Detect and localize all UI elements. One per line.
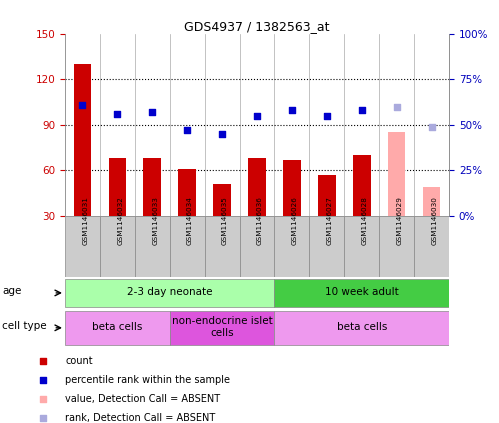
Bar bbox=[274, 216, 309, 277]
Text: GSM1146026: GSM1146026 bbox=[292, 196, 298, 245]
Text: value, Detection Call = ABSENT: value, Detection Call = ABSENT bbox=[65, 394, 221, 404]
Bar bbox=[214, 184, 231, 216]
Bar bbox=[65, 216, 100, 277]
Text: count: count bbox=[65, 356, 93, 365]
Bar bbox=[108, 158, 126, 216]
Point bbox=[148, 109, 156, 115]
Bar bbox=[318, 175, 335, 216]
Point bbox=[358, 107, 366, 114]
Text: GSM1146031: GSM1146031 bbox=[82, 196, 88, 245]
Bar bbox=[283, 159, 300, 216]
Text: age: age bbox=[2, 286, 22, 297]
Bar bbox=[344, 216, 379, 277]
Bar bbox=[170, 216, 205, 277]
Text: non-endocrine islet
cells: non-endocrine islet cells bbox=[172, 316, 272, 338]
Bar bbox=[65, 310, 170, 345]
Bar bbox=[274, 279, 449, 307]
Text: GSM1146028: GSM1146028 bbox=[362, 196, 368, 245]
Text: cell type: cell type bbox=[2, 321, 47, 331]
Text: GSM1146029: GSM1146029 bbox=[397, 196, 403, 245]
Point bbox=[323, 112, 331, 119]
Bar bbox=[170, 310, 274, 345]
Text: GSM1146030: GSM1146030 bbox=[432, 196, 438, 245]
Text: percentile rank within the sample: percentile rank within the sample bbox=[65, 375, 231, 385]
Text: GSM1146033: GSM1146033 bbox=[152, 196, 158, 245]
Point bbox=[78, 102, 86, 108]
Bar bbox=[100, 216, 135, 277]
Text: GSM1146036: GSM1146036 bbox=[257, 196, 263, 245]
Bar bbox=[423, 187, 440, 216]
Text: GSM1146027: GSM1146027 bbox=[327, 196, 333, 245]
Bar bbox=[274, 310, 449, 345]
Title: GDS4937 / 1382563_at: GDS4937 / 1382563_at bbox=[184, 20, 330, 33]
Point bbox=[113, 110, 121, 117]
Bar bbox=[179, 169, 196, 216]
Bar bbox=[248, 158, 265, 216]
Bar bbox=[240, 216, 274, 277]
Text: GSM1146034: GSM1146034 bbox=[187, 196, 193, 245]
Bar bbox=[74, 64, 91, 216]
Bar bbox=[414, 216, 449, 277]
Point bbox=[183, 127, 191, 134]
Text: GSM1146032: GSM1146032 bbox=[117, 196, 123, 245]
Bar bbox=[205, 216, 240, 277]
Text: GSM1146035: GSM1146035 bbox=[222, 196, 228, 245]
Point bbox=[253, 112, 261, 119]
Point bbox=[428, 123, 436, 130]
Bar bbox=[144, 158, 161, 216]
Text: 2-3 day neonate: 2-3 day neonate bbox=[127, 287, 213, 297]
Bar bbox=[309, 216, 344, 277]
Bar bbox=[65, 279, 274, 307]
Text: beta cells: beta cells bbox=[92, 322, 142, 332]
Bar bbox=[135, 216, 170, 277]
Point bbox=[409, 333, 417, 340]
Text: 10 week adult: 10 week adult bbox=[325, 287, 399, 297]
Point bbox=[288, 107, 296, 114]
Bar bbox=[353, 155, 370, 216]
Point bbox=[409, 160, 417, 167]
Point bbox=[218, 130, 226, 137]
Bar bbox=[388, 132, 405, 216]
Text: beta cells: beta cells bbox=[337, 322, 387, 332]
Point bbox=[393, 103, 401, 110]
Text: rank, Detection Call = ABSENT: rank, Detection Call = ABSENT bbox=[65, 413, 216, 423]
Bar bbox=[379, 216, 414, 277]
